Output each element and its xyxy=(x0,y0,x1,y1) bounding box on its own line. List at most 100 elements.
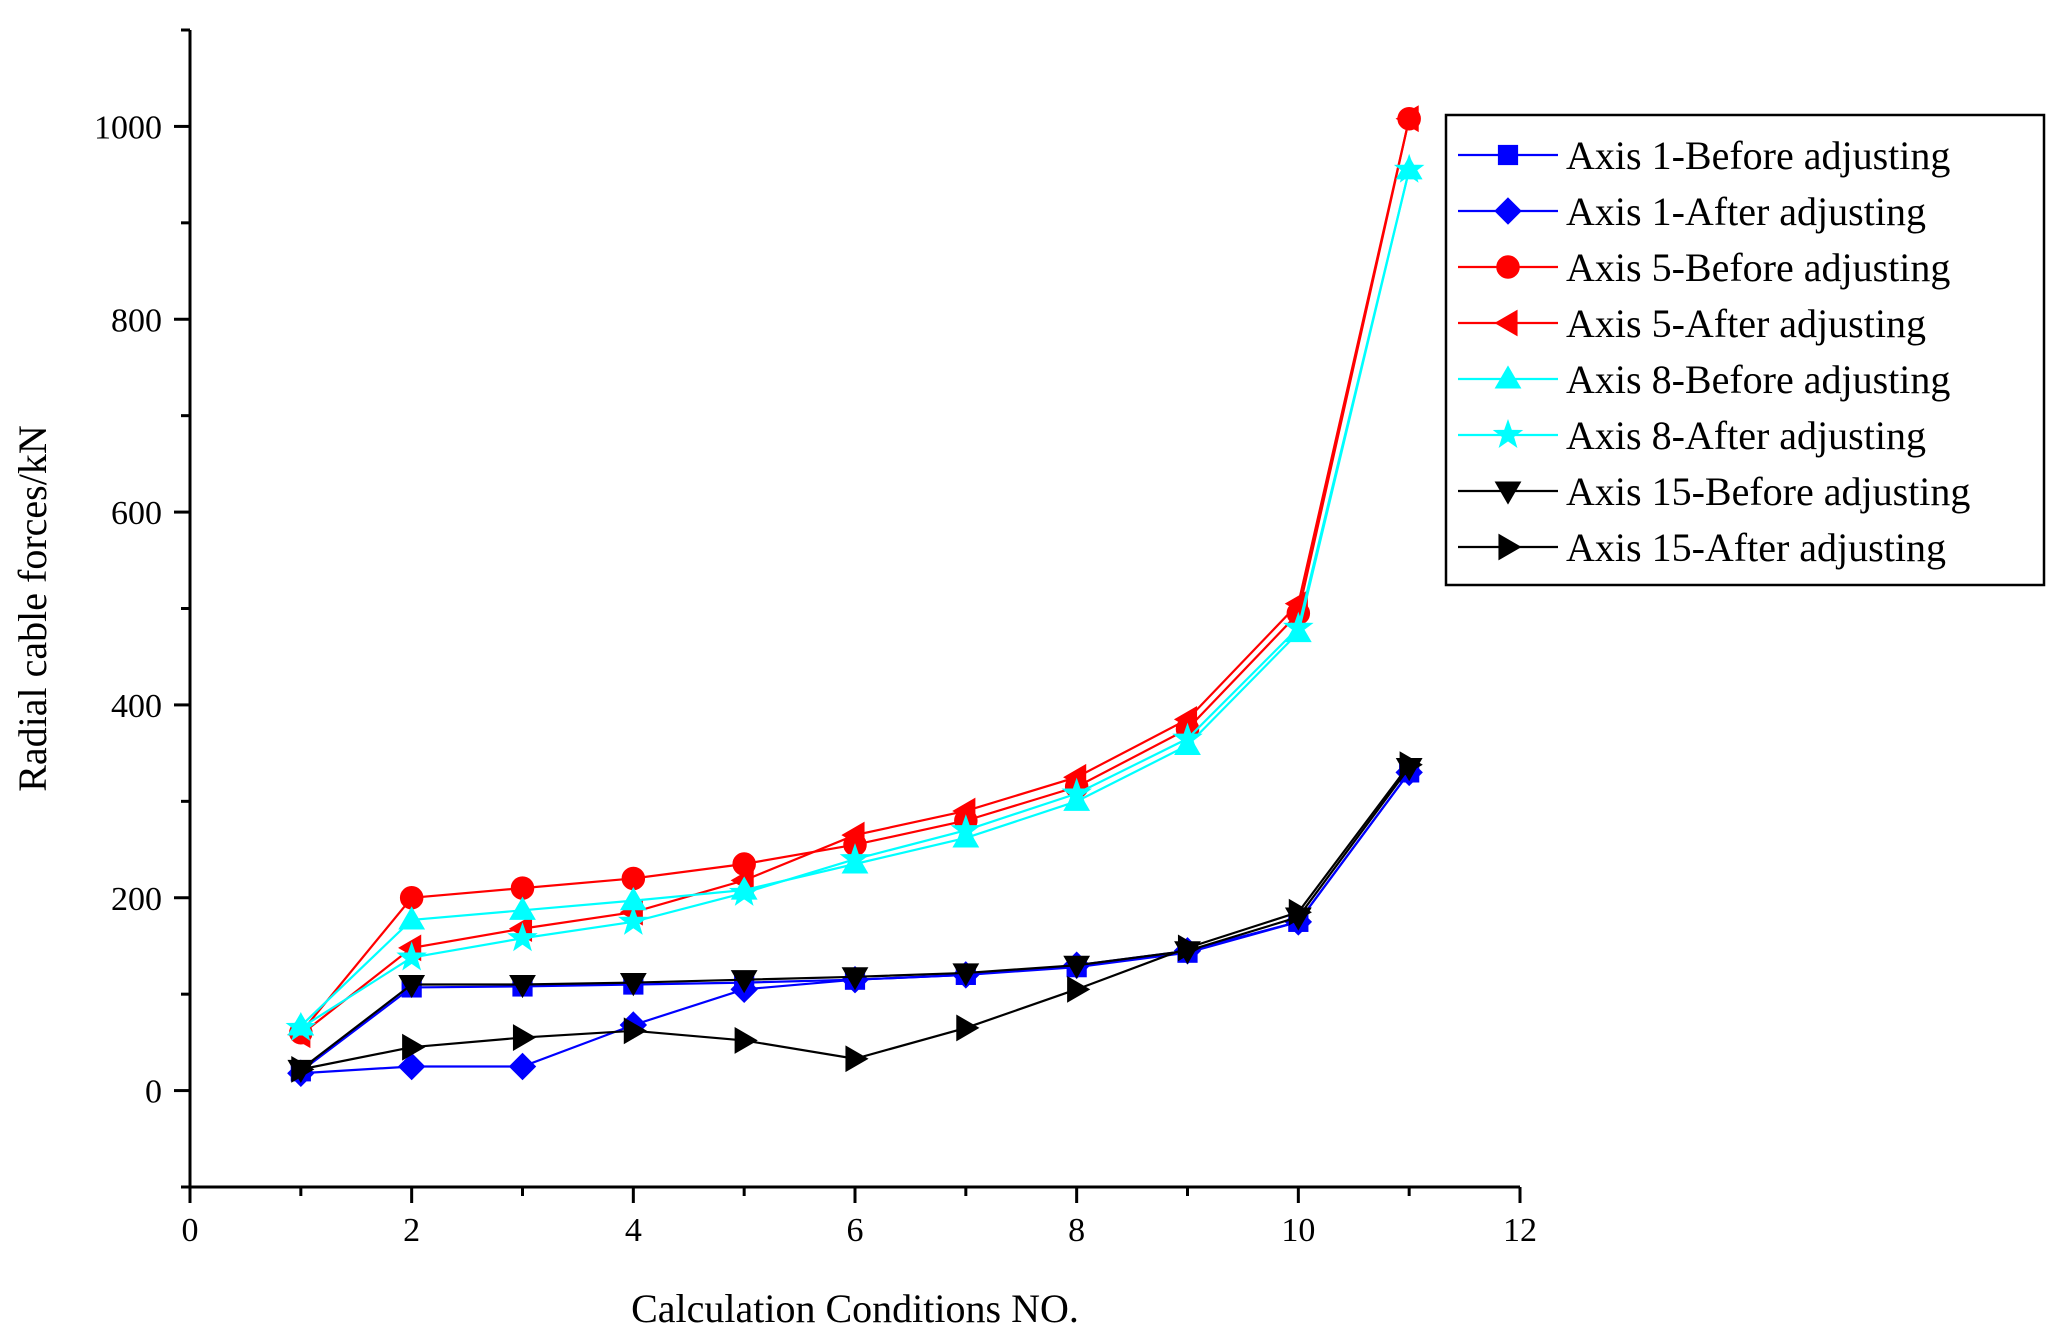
data-point xyxy=(623,1017,647,1045)
data-point xyxy=(402,1033,426,1061)
series-line xyxy=(300,118,1411,1036)
legend-label: Axis 15-Before adjusting xyxy=(1566,469,1970,514)
data-point xyxy=(508,1052,537,1081)
y-axis-title: Radial cable forces/kN xyxy=(10,425,55,792)
data-point xyxy=(1395,105,1419,133)
data-point xyxy=(734,1027,758,1054)
data-point xyxy=(841,967,869,991)
series-line xyxy=(300,771,1411,1073)
legend-entry: Axis 15-Before adjusting xyxy=(1458,469,1970,514)
data-point xyxy=(952,963,980,987)
series-1 xyxy=(290,762,1420,1082)
legend-marker xyxy=(1494,309,1518,337)
legend-label: Axis 1-Before adjusting xyxy=(1566,133,1950,178)
y-tick-label: 0 xyxy=(145,1074,162,1111)
y-tick-label: 1000 xyxy=(94,109,162,146)
legend-entry: Axis 1-Before adjusting xyxy=(1458,133,1950,178)
legend-marker xyxy=(1494,197,1522,225)
data-point xyxy=(396,941,427,971)
x-tick-label: 2 xyxy=(403,1212,420,1249)
data-point xyxy=(841,821,865,849)
data-point xyxy=(398,906,426,930)
data-point xyxy=(1061,777,1092,807)
series-7 xyxy=(287,758,1423,1083)
series-6 xyxy=(285,153,1425,1041)
y-tick-label: 200 xyxy=(111,881,162,918)
data-point xyxy=(1288,898,1312,926)
series-3 xyxy=(289,106,1421,1045)
legend-label: Axis 15-After adjusting xyxy=(1566,525,1946,570)
legend-entry: Axis 1-After adjusting xyxy=(1458,189,1926,234)
series-8 xyxy=(291,751,1423,1083)
series-5 xyxy=(287,156,1423,1036)
x-tick-label: 12 xyxy=(1503,1212,1537,1249)
data-point xyxy=(1172,722,1203,752)
data-point xyxy=(1177,934,1202,962)
x-tick-label: 6 xyxy=(847,1212,864,1249)
legend-box xyxy=(1444,113,2046,587)
series-4 xyxy=(287,105,1419,1049)
series-2 xyxy=(287,758,1423,1087)
data-point xyxy=(509,974,536,999)
data-point xyxy=(1173,705,1198,733)
data-point xyxy=(952,797,976,825)
data-point xyxy=(950,814,982,844)
data-point xyxy=(291,1055,315,1083)
data-point xyxy=(398,974,426,999)
legend-label: Axis 5-After adjusting xyxy=(1566,301,1926,346)
legend-marker xyxy=(1492,418,1524,448)
x-tick-label: 0 xyxy=(182,1212,199,1249)
legend-marker xyxy=(1496,255,1520,279)
legend-label: Axis 8-After adjusting xyxy=(1566,413,1926,458)
data-point xyxy=(397,1052,426,1081)
data-point xyxy=(1393,153,1425,183)
y-tick-label: 600 xyxy=(111,495,162,532)
legend-marker xyxy=(1494,365,1522,389)
data-point xyxy=(1067,975,1091,1003)
legend-marker xyxy=(1498,533,1522,561)
data-point xyxy=(839,843,871,873)
data-point xyxy=(621,866,646,891)
data-point xyxy=(1399,751,1423,779)
legend: Axis 1-Before adjusting Axis 1-After adju… xyxy=(1444,113,2046,587)
data-point xyxy=(399,886,424,910)
data-point xyxy=(1283,611,1314,641)
legend-label: Axis 8-Before adjusting xyxy=(1566,357,1950,402)
series-line xyxy=(300,766,1411,1071)
legend-entry: Axis 8-Before adjusting xyxy=(1458,357,1950,402)
x-tick-label: 8 xyxy=(1068,1212,1085,1249)
data-point xyxy=(730,970,758,994)
legend-entry: Axis 5-Before adjusting xyxy=(1458,245,1950,290)
x-axis-title: Calculation Conditions NO. xyxy=(631,1286,1079,1331)
y-tick-label: 400 xyxy=(111,688,162,725)
series-layer xyxy=(285,105,1425,1087)
data-point xyxy=(845,1045,869,1073)
legend-label: Axis 5-Before adjusting xyxy=(1566,245,1950,290)
data-point xyxy=(509,896,536,920)
series-line xyxy=(300,169,1411,1027)
data-point xyxy=(619,973,647,997)
series-line xyxy=(300,169,1411,1029)
legend-entry: Axis 5-After adjusting xyxy=(1458,301,1926,346)
data-point xyxy=(618,905,649,935)
data-point xyxy=(956,1014,980,1042)
legend-entry: Axis 8-After adjusting xyxy=(1458,413,1926,458)
y-tick-label: 800 xyxy=(111,302,162,339)
legend-marker xyxy=(1494,481,1522,505)
data-point xyxy=(510,876,535,900)
data-point xyxy=(1063,955,1091,979)
legend-marker xyxy=(1497,144,1519,166)
legend-entry: Axis 15-After adjusting xyxy=(1458,525,1946,570)
axes: 0 2 4 6 8 10 12 0 200 400 600 800 1000 xyxy=(94,28,1537,1249)
series-line xyxy=(300,771,1411,1075)
data-point xyxy=(285,1011,317,1041)
series-line xyxy=(300,764,1411,1071)
data-point xyxy=(507,922,538,952)
x-tick-label: 4 xyxy=(625,1212,642,1249)
x-tick-label: 10 xyxy=(1281,1212,1315,1249)
series-line xyxy=(299,118,1411,1034)
legend-label: Axis 1-After adjusting xyxy=(1566,189,1926,234)
data-point xyxy=(512,1024,537,1051)
data-point xyxy=(728,876,760,906)
